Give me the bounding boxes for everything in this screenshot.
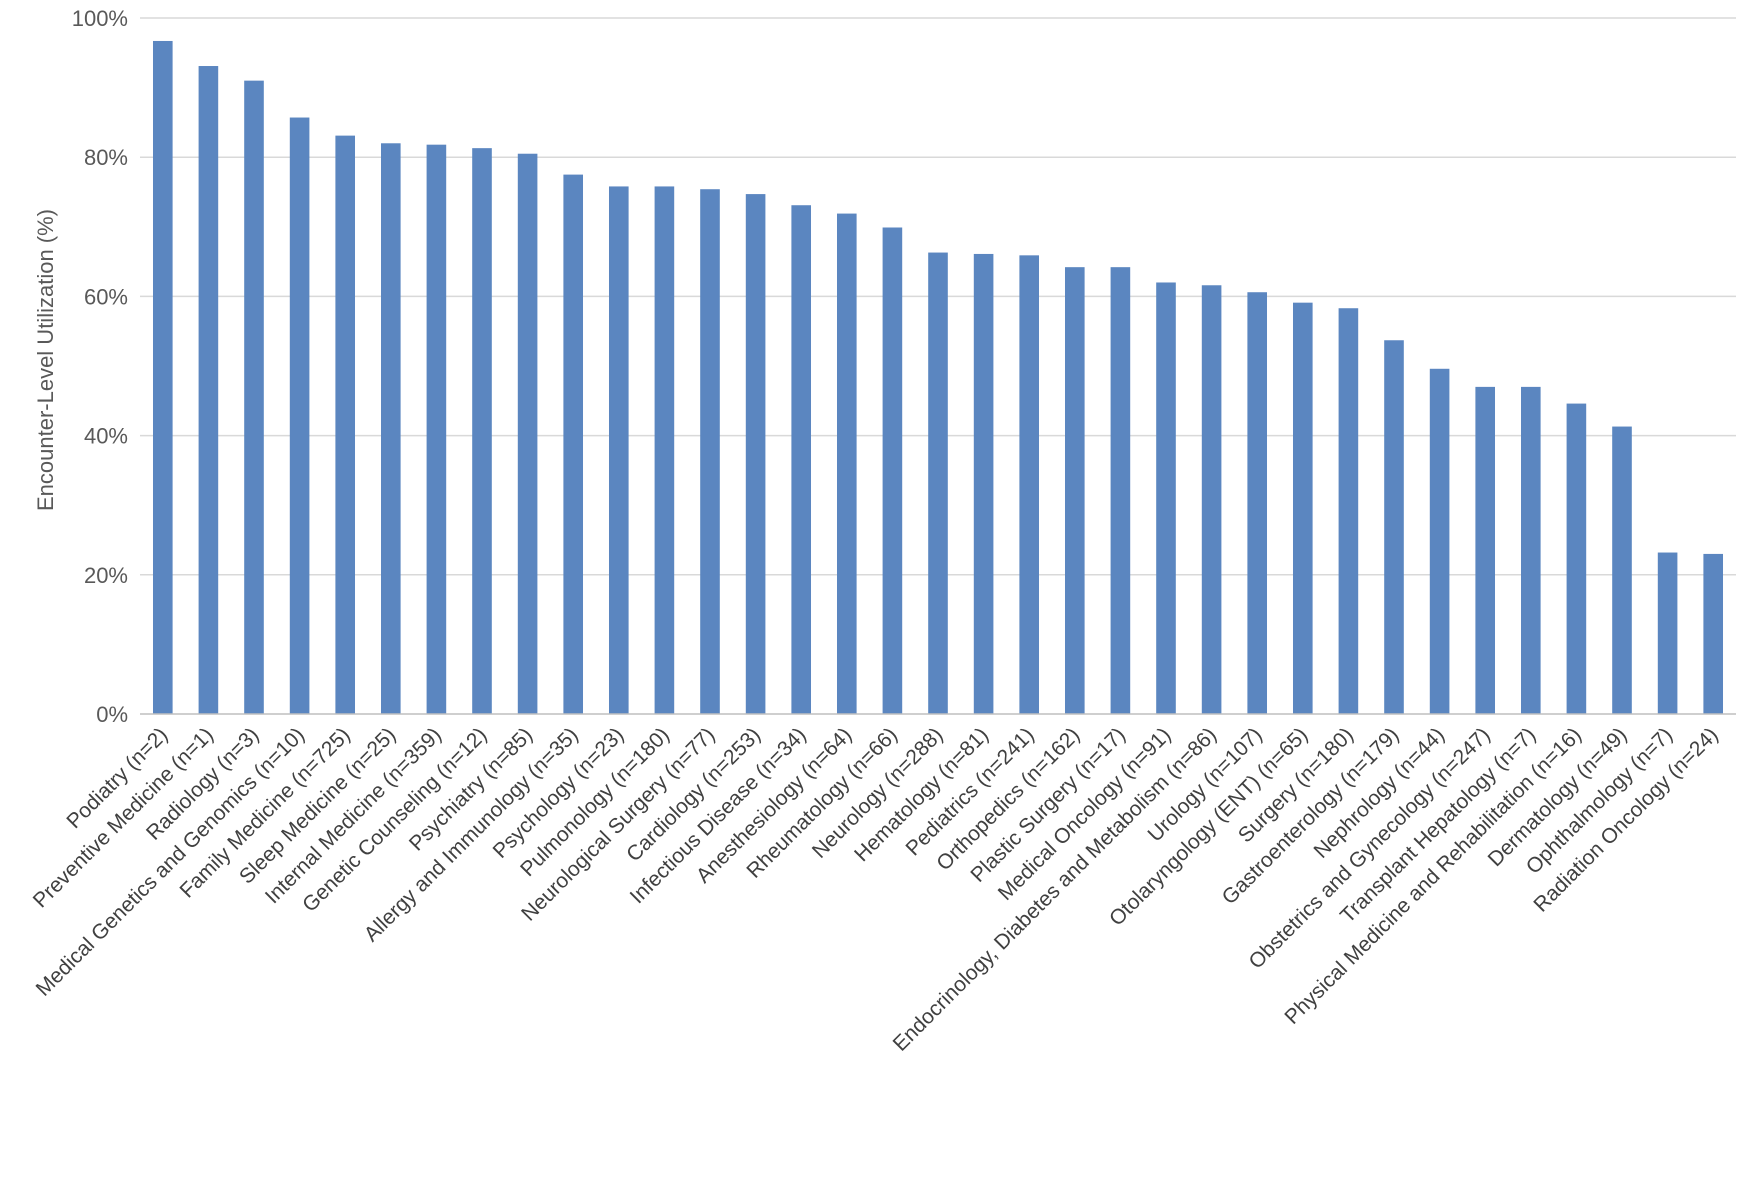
bar bbox=[426, 144, 447, 714]
bar bbox=[836, 213, 857, 715]
category-labels: Podiatry (n=2)Preventive Medicine (n=1)R… bbox=[29, 723, 1723, 1056]
bar bbox=[335, 135, 356, 714]
bar bbox=[745, 194, 766, 714]
bars bbox=[152, 40, 1724, 715]
bar bbox=[1566, 403, 1587, 714]
y-tick-label: 20% bbox=[84, 563, 128, 588]
bar bbox=[1429, 368, 1450, 714]
bar bbox=[700, 189, 720, 714]
bar bbox=[289, 117, 310, 714]
bar bbox=[563, 174, 584, 715]
bar bbox=[791, 205, 812, 714]
bar bbox=[973, 253, 994, 714]
bar bbox=[1657, 552, 1678, 714]
bar bbox=[1384, 340, 1404, 714]
bar bbox=[472, 148, 492, 715]
bar bbox=[1156, 282, 1176, 714]
y-axis-title: Encounter-Level Utilization (%) bbox=[33, 209, 58, 511]
y-axis-ticks: 0% 20% 40% 60% 80% 100% bbox=[72, 6, 128, 727]
bar bbox=[198, 66, 219, 715]
bar bbox=[244, 80, 264, 714]
bar bbox=[1520, 386, 1541, 714]
bar bbox=[152, 40, 173, 714]
bar bbox=[1110, 267, 1131, 714]
bar bbox=[654, 186, 675, 714]
bar bbox=[928, 252, 948, 714]
bar bbox=[1064, 267, 1085, 714]
bar bbox=[1247, 292, 1268, 714]
y-tick-label: 40% bbox=[84, 424, 128, 449]
bar bbox=[1703, 553, 1724, 714]
bar bbox=[1019, 255, 1040, 714]
bar bbox=[380, 143, 401, 714]
y-tick-label: 80% bbox=[84, 145, 128, 170]
bar bbox=[1201, 285, 1222, 714]
bar bbox=[1338, 308, 1359, 714]
y-tick-label: 0% bbox=[96, 702, 128, 727]
bar bbox=[1612, 426, 1632, 714]
bar bbox=[1475, 386, 1496, 714]
y-tick-label: 100% bbox=[72, 6, 128, 31]
bar bbox=[517, 153, 538, 715]
y-tick-label: 60% bbox=[84, 284, 128, 309]
bar bbox=[1292, 302, 1313, 714]
bar bbox=[882, 227, 903, 714]
bar bbox=[608, 186, 629, 714]
